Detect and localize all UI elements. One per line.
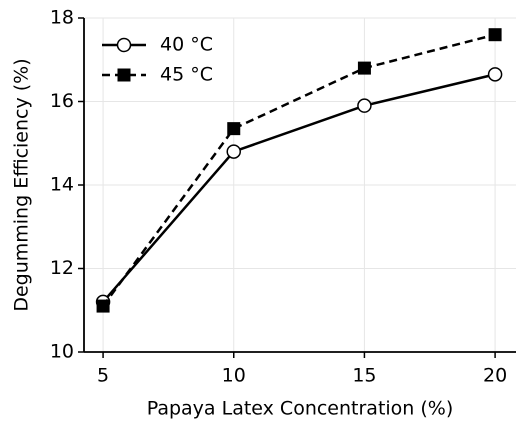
x-tick-label: 15 <box>352 365 376 387</box>
x-tick-label: 20 <box>483 365 507 387</box>
x-axis-label: Papaya Latex Concentration (%) <box>147 398 454 420</box>
legend-marker <box>116 37 132 53</box>
x-tick-label: 5 <box>97 365 109 387</box>
series-line <box>102 33 496 307</box>
data-point <box>357 98 372 113</box>
data-point <box>96 299 110 313</box>
data-point <box>487 67 503 82</box>
y-tick-label: 10 <box>50 341 74 363</box>
data-point <box>488 28 502 42</box>
data-point <box>226 144 241 159</box>
series-line <box>102 73 496 303</box>
y-tick-label: 12 <box>50 257 74 279</box>
y-tick-label: 18 <box>50 7 74 29</box>
legend-marker <box>117 68 131 82</box>
y-tick-label: 14 <box>50 174 74 196</box>
y-axis-label: Degumming Efficiency (%) <box>11 58 33 311</box>
x-tick-label: 10 <box>222 365 246 387</box>
legend-label: 45 °C <box>160 64 213 86</box>
legend-label: 40 °C <box>160 34 213 56</box>
y-tick-label: 16 <box>50 90 74 112</box>
data-point <box>227 122 241 136</box>
data-point <box>357 61 371 75</box>
